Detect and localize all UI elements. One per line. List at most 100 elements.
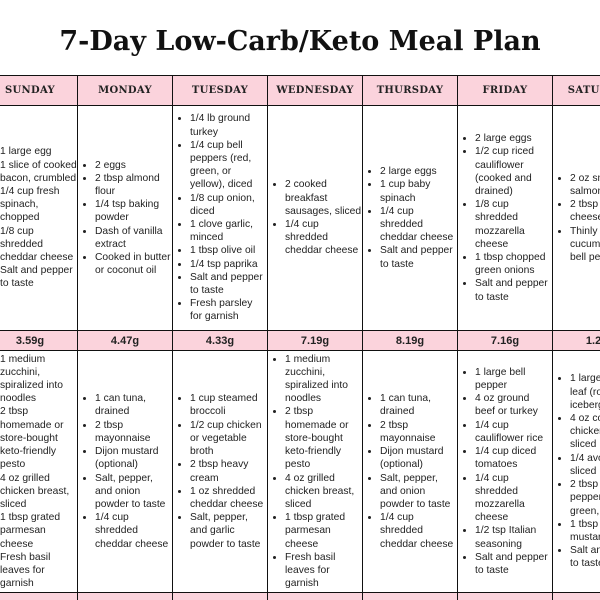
meal-cell: 2 cooked breakfast sausages, sliced1/4 c… [268,106,363,331]
day-header: THURSDAY [363,75,458,106]
ingredient: 2 eggs [95,159,172,172]
ingredient: 1 tbsp grated parmesan cheese [0,511,77,551]
ingredient: 4 oz grilled chicken breast, sliced [285,472,362,512]
ingredient: 1 clove garlic, minced [190,218,267,244]
next-row [0,593,78,600]
ingredient: Salt and pepper to taste [475,277,552,303]
ingredient: 1/8 cup shredded cheddar cheese [0,225,77,265]
ingredient: Fresh basil leaves for garnish [285,551,362,591]
day-header: WEDNESDAY [268,75,363,106]
ingredient: 4 oz cooked chicken breast, sliced [570,412,600,452]
day-header: SATURDAY [553,75,600,106]
ingredient-list: 2 large eggs1 cup baby spinach1/4 cup sh… [363,165,457,271]
meal-cell: 1 medium zucchini, spiralized into noodl… [0,351,78,593]
carb-total: 4.33g [173,331,268,351]
ingredient: 2 tbsp almond flour [95,172,172,198]
ingredient: 1/4 avocado, sliced [570,452,600,478]
ingredient: Salt and pepper to taste [380,244,457,270]
ingredient: Fresh parsley for garnish [190,297,267,323]
meal-cell: 1 medium zucchini, spiralized into noodl… [268,351,363,593]
meal-cell: 1 cup steamed broccoli1/2 cup chicken or… [173,351,268,593]
ingredient-list: 1 can tuna, drained2 tbsp mayonnaiseDijo… [78,392,172,550]
ingredient: 1 tbsp chopped green onions [475,251,552,277]
day-header: TUESDAY [173,75,268,106]
ingredient: Salt, pepper, and onion powder to taste [95,472,172,512]
ingredient: 2 cooked breakfast sausages, sliced [285,178,362,218]
ingredient: 1 cup baby spinach [380,178,457,204]
ingredient: Salt, pepper, and garlic powder to taste [190,511,267,551]
ingredient: 1 slice of cooked bacon, crumbled [0,159,77,185]
meal-cell: 1 can tuna, drained2 tbsp mayonnaiseDijo… [363,351,458,593]
meal-table: SUNDAY 1 large egg1 slice of cooked bacon… [0,75,600,600]
ingredient: 1 large lettuce leaf (romaine or iceberg… [570,372,600,412]
ingredient: Dijon mustard (optional) [380,445,457,471]
ingredient: 4 oz ground beef or turkey [475,392,552,418]
ingredient: 1/2 cup chicken or vegetable broth [190,419,267,459]
ingredient: Salt and pepper to taste [570,544,600,570]
ingredient-list: 1/4 lb ground turkey1/4 cup bell peppers… [173,112,267,323]
day-header: FRIDAY [458,75,553,106]
ingredient-list: 2 oz smoked salmon2 tbsp cream cheeseThi… [553,172,600,264]
ingredient-list: 1 can tuna, drained2 tbsp mayonnaiseDijo… [363,392,457,550]
ingredient-list: 1 large egg1 slice of cooked bacon, crum… [0,145,77,290]
meal-cell: 2 oz smoked salmon2 tbsp cream cheeseThi… [553,106,600,331]
meal-cell: 1/4 lb ground turkey1/4 cup bell peppers… [173,106,268,331]
ingredient: 1/4 tsp paprika [190,258,267,271]
ingredient-list: 1 large bell pepper4 oz ground beef or t… [458,366,552,577]
ingredient: Fresh basil leaves for garnish [0,551,77,591]
ingredient: 1 medium zucchini, spiralized into noodl… [285,353,362,406]
ingredient-list: 1 cup steamed broccoli1/2 cup chicken or… [173,392,267,550]
next-row [268,593,363,600]
ingredient: 1/8 cup onion, diced [190,192,267,218]
ingredient: 2 large eggs [380,165,457,178]
next-row [173,593,268,600]
ingredient: 1/4 cup shredded cheddar cheese [380,205,457,245]
day-header: SUNDAY [0,75,78,106]
meal-cell: 2 large eggs1 cup baby spinach1/4 cup sh… [363,106,458,331]
ingredient: 1/4 cup shredded cheddar cheese [380,511,457,551]
carb-total: 1.25g [553,331,600,351]
ingredient: 1/4 cup shredded cheddar cheese [95,511,172,551]
ingredient: 1 tbsp olive oil [190,244,267,257]
ingredient: 1/8 cup shredded mozzarella cheese [475,198,552,251]
ingredient: 1 can tuna, drained [380,392,457,418]
meal-cell: 1 large egg1 slice of cooked bacon, crum… [0,106,78,331]
ingredient: Salt and pepper to taste [0,264,77,290]
ingredient: Salt and pepper to taste [475,551,552,577]
ingredient: 1/4 cup cauliflower rice [475,419,552,445]
ingredient: 1 can tuna, drained [95,392,172,418]
ingredient: Salt and pepper to taste [190,271,267,297]
ingredient: 1 large bell pepper [475,366,552,392]
ingredient: 1 tbsp Dijon mustard [570,518,600,544]
ingredient: 1 tbsp grated parmesan cheese [285,511,362,551]
ingredient: 2 tbsp homemade or store-bought keto-fri… [0,405,77,471]
next-row [78,593,173,600]
ingredient: Salt, pepper, and onion powder to taste [380,472,457,512]
ingredient: 1/4 cup bell peppers (red, green, or yel… [190,139,267,192]
ingredient: 1/4 cup shredded cheddar cheese [285,218,362,258]
next-row [458,593,553,600]
ingredient: 1/4 lb ground turkey [190,112,267,138]
ingredient-list: 1 medium zucchini, spiralized into noodl… [268,353,362,591]
ingredient: 1 medium zucchini, spiralized into noodl… [0,353,77,406]
ingredient: 1 large egg [0,145,77,158]
meal-cell: 2 eggs2 tbsp almond flour1/4 tsp baking … [78,106,173,331]
ingredient: 1 cup steamed broccoli [190,392,267,418]
ingredient: 2 tbsp heavy cream [190,458,267,484]
ingredient: 2 tbsp homemade or store-bought keto-fri… [285,405,362,471]
ingredient: 1/4 cup fresh spinach, chopped [0,185,77,225]
meal-cell: 1 can tuna, drained2 tbsp mayonnaiseDijo… [78,351,173,593]
next-row [553,593,600,600]
meal-cell: 1 large bell pepper4 oz ground beef or t… [458,351,553,593]
ingredient: Cooked in butter or coconut oil [95,251,172,277]
ingredient: Dash of vanilla extract [95,225,172,251]
day-header: MONDAY [78,75,173,106]
ingredient-list: 1 large lettuce leaf (romaine or iceberg… [553,372,600,570]
ingredient: Thinly sliced cucumber and bell pepper [570,225,600,265]
ingredient: 1/2 tsp Italian seasoning [475,524,552,550]
ingredient-list: 2 eggs2 tbsp almond flour1/4 tsp baking … [78,159,172,278]
ingredient: 1/2 cup riced cauliflower (cooked and dr… [475,145,552,198]
ingredient-list: 2 large eggs1/2 cup riced cauliflower (c… [458,132,552,304]
ingredient-list: 2 cooked breakfast sausages, sliced1/4 c… [268,178,362,257]
